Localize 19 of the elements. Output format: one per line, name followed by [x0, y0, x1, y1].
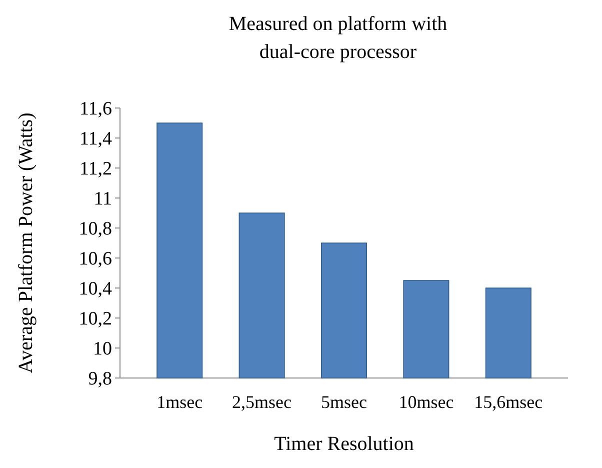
y-tick-label: 10	[93, 338, 112, 360]
y-tick-label: 9,8	[88, 368, 112, 390]
chart-title: Measured on platform with	[228, 13, 448, 35]
chart-subtitle: dual-core processor	[259, 41, 417, 63]
y-tick-label: 10,2	[78, 308, 112, 330]
x-axis-title: Timer Resolution	[274, 433, 414, 455]
x-tick-label: 10msec	[398, 392, 454, 412]
x-tick-label: 1msec	[156, 392, 203, 412]
y-axis-title: Average Platform Power (Watts)	[15, 112, 37, 374]
y-tick-label: 10,4	[78, 278, 112, 300]
y-tick-label: 10,8	[78, 218, 112, 240]
x-tick-label: 2,5msec	[232, 392, 292, 412]
y-tick-label: 11,6	[79, 98, 112, 120]
x-tick-label: 5msec	[321, 392, 368, 412]
y-tick-label: 11	[94, 188, 112, 210]
y-tick-label: 10,6	[78, 248, 112, 270]
y-tick-label: 11,4	[79, 128, 112, 150]
y-tick-label: 11,2	[79, 158, 112, 180]
x-tick-label: 15,6msec	[474, 392, 543, 412]
